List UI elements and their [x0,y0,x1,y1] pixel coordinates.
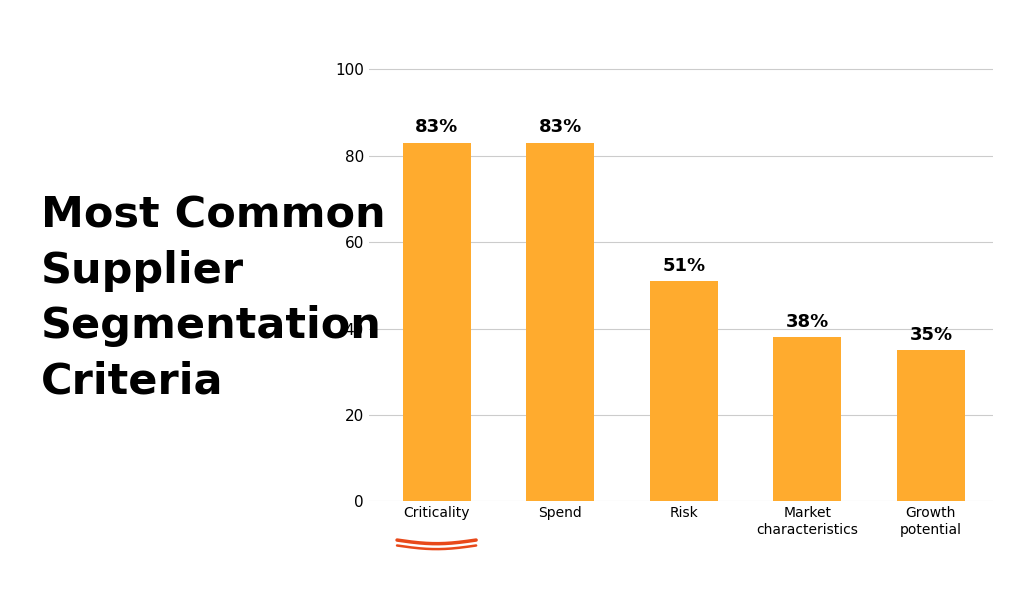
Bar [773,337,842,501]
Bar [402,143,471,501]
Text: 83%: 83% [415,118,458,136]
Text: 35%: 35% [909,326,952,344]
Bar [897,350,965,501]
Text: Most Common
Supplier
Segmentation
Criteria: Most Common Supplier Segmentation Criter… [41,195,386,402]
Text: 38%: 38% [785,313,829,331]
Bar [650,281,718,501]
Text: 51%: 51% [663,257,706,275]
Bar [526,143,594,501]
Text: 83%: 83% [539,118,582,136]
